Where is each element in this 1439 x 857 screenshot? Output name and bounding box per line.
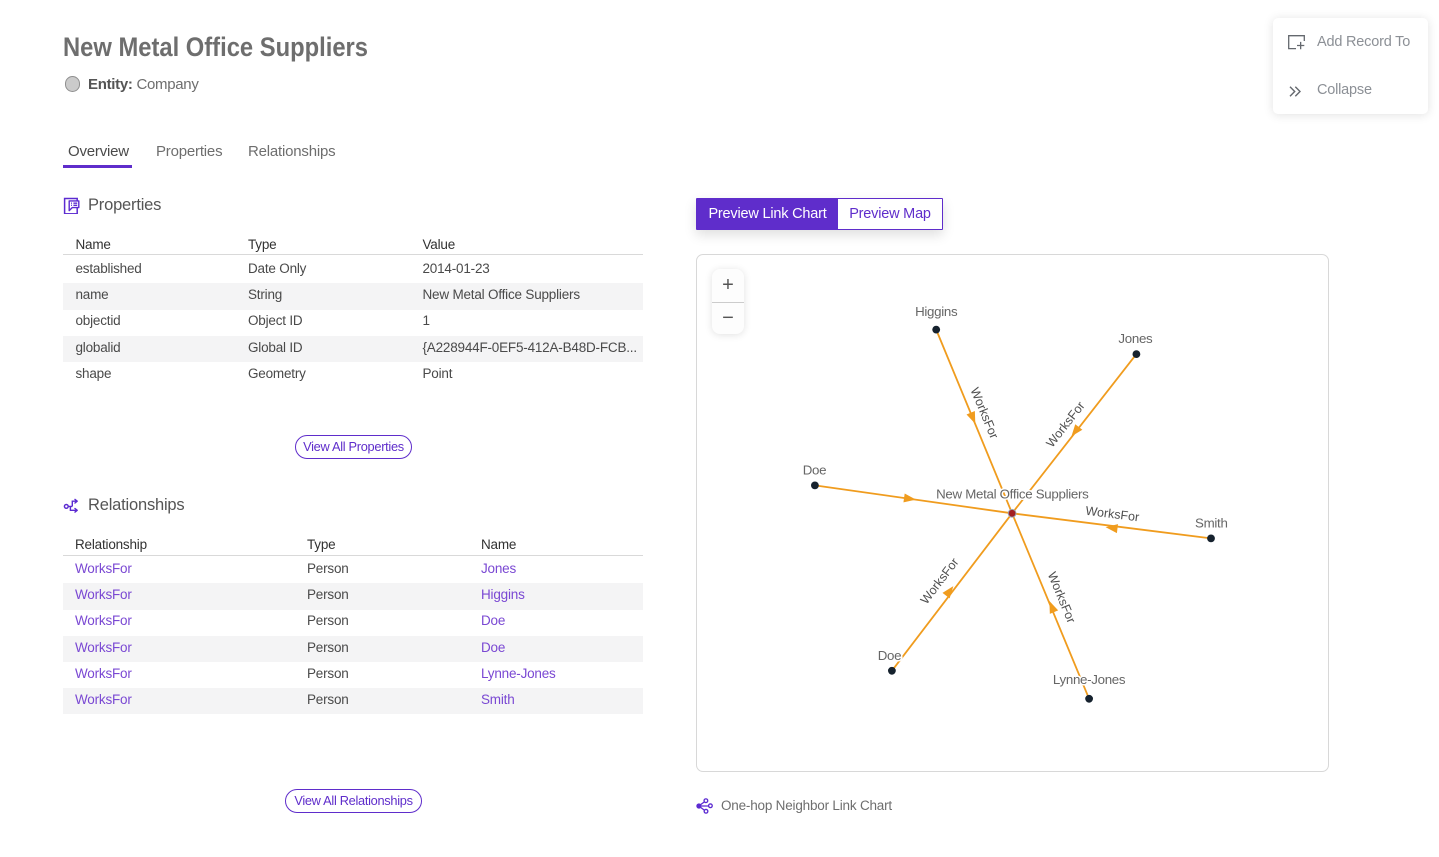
svg-text:Lynne-Jones: Lynne-Jones <box>1052 672 1125 687</box>
svg-text:New Metal Office Suppliers: New Metal Office Suppliers <box>936 487 1089 502</box>
svg-text:New Metal Office Suppliers: New Metal Office Suppliers <box>936 487 1089 502</box>
svg-text:Higgins: Higgins <box>915 304 958 319</box>
svg-text:Doe: Doe <box>877 648 901 663</box>
svg-text:Doe: Doe <box>877 648 901 663</box>
svg-text:Doe: Doe <box>802 463 826 478</box>
svg-text:Doe: Doe <box>802 463 826 478</box>
svg-text:Smith: Smith <box>1195 516 1228 531</box>
svg-text:Higgins: Higgins <box>915 304 958 319</box>
svg-text:Smith: Smith <box>1195 516 1228 531</box>
svg-text:Jones: Jones <box>1118 331 1153 346</box>
svg-text:Jones: Jones <box>1118 331 1153 346</box>
svg-text:WorksFor: WorksFor <box>1084 504 1139 525</box>
svg-text:WorksFor: WorksFor <box>917 555 961 606</box>
svg-text:WorksFor: WorksFor <box>1044 570 1078 625</box>
svg-text:Lynne-Jones: Lynne-Jones <box>1052 672 1125 687</box>
